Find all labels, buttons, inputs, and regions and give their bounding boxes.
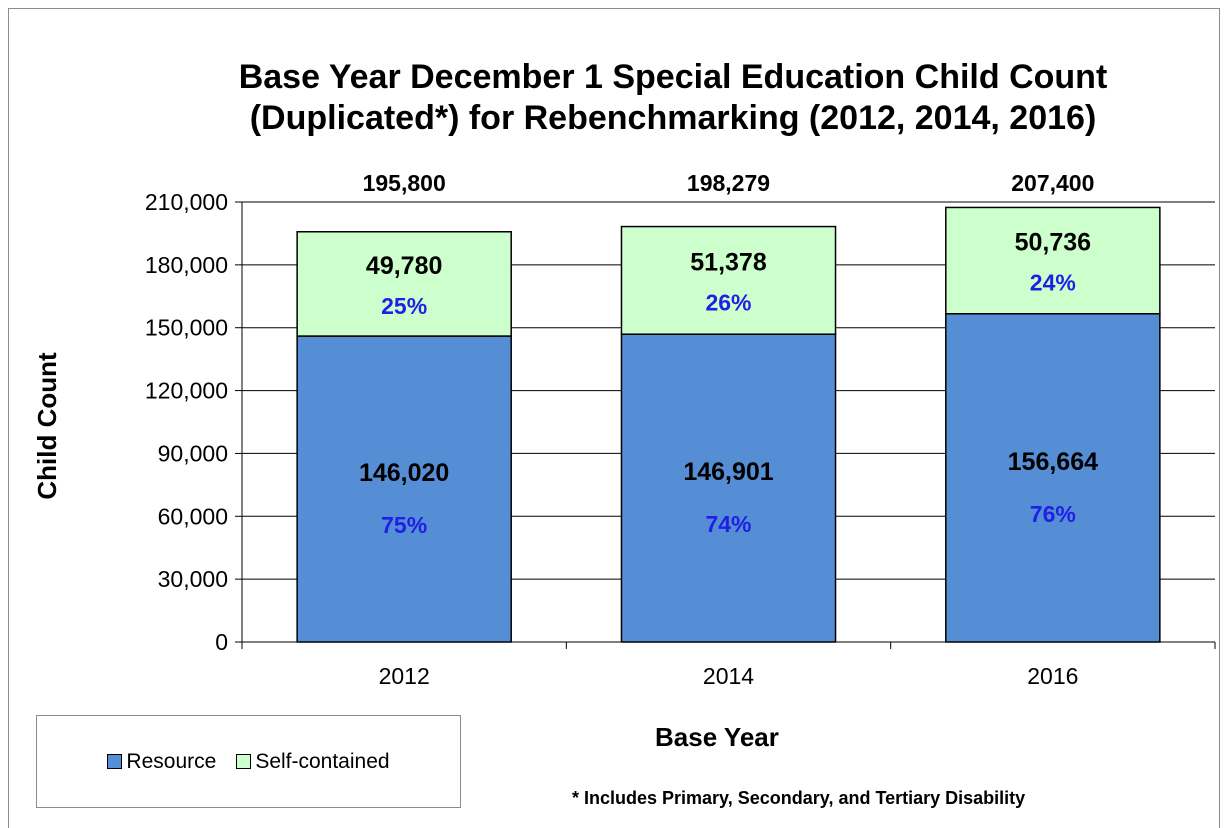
y-tick-label: 60,000	[158, 503, 228, 529]
bar-total-label: 198,279	[687, 170, 770, 196]
bar-percent-label: 74%	[705, 511, 751, 537]
bar-value-label: 146,901	[683, 458, 773, 486]
plot-area: 0 30,000 60,000 90,000 120,000 150,000 180,000…	[145, 170, 1216, 689]
bar-value-label: 49,780	[366, 252, 442, 280]
bar-value-label: 50,736	[1015, 229, 1091, 257]
bar-total-label: 207,400	[1011, 170, 1094, 196]
legend-label-resource: Resource	[126, 749, 217, 773]
bar-percent-label: 26%	[705, 289, 751, 315]
bar-resource-2012	[296, 335, 512, 643]
bar-percent-label: 76%	[1030, 501, 1076, 527]
y-tick-label: 0	[215, 629, 228, 655]
x-tick-label: 2016	[1027, 663, 1078, 689]
bar-resource-2014	[620, 333, 837, 643]
chart-frame	[8, 8, 1220, 828]
y-tick-label: 120,000	[145, 378, 228, 404]
bar-value-label: 146,020	[359, 459, 449, 487]
chart-title-line2: (Duplicated*) for Rebenchmarking (2012, …	[250, 99, 1097, 137]
y-tick-label: 90,000	[158, 440, 228, 466]
bar-self-contained-2016	[945, 206, 1161, 315]
legend: Resource Self-contained	[36, 715, 461, 808]
legend-item-resource: Resource	[107, 750, 216, 774]
bar-value-label: 156,664	[1008, 448, 1098, 476]
x-tick-label: 2012	[379, 663, 430, 689]
bar-total-label: 195,800	[363, 170, 446, 196]
legend-item-self-contained: Self-contained	[236, 749, 390, 774]
bar-self-contained-2014	[620, 225, 837, 335]
legend-label-self-contained: Self-contained	[255, 749, 390, 773]
bar-value-label: 51,378	[690, 248, 767, 276]
legend-swatch-self-contained	[236, 754, 252, 769]
bar-self-contained-2012	[296, 231, 512, 337]
chart-title-line1: Base Year December 1 Special Education C…	[239, 58, 1108, 96]
bar-resource-2016	[945, 313, 1161, 643]
footnote: * Includes Primary, Secondary, and Terti…	[572, 788, 1026, 808]
x-axis-title: Base Year	[655, 722, 779, 752]
bar-percent-label: 25%	[381, 293, 427, 319]
y-tick-label: 30,000	[158, 566, 228, 592]
y-tick-label: 150,000	[145, 315, 228, 341]
bar-percent-label: 75%	[381, 512, 427, 538]
y-tick-label: 210,000	[145, 189, 228, 215]
x-tick-label: 2014	[703, 663, 754, 689]
bar-percent-label: 24%	[1030, 270, 1076, 296]
legend-swatch-resource	[107, 754, 123, 769]
y-tick-label: 180,000	[145, 252, 228, 278]
y-axis-title: Child Count	[32, 352, 62, 500]
